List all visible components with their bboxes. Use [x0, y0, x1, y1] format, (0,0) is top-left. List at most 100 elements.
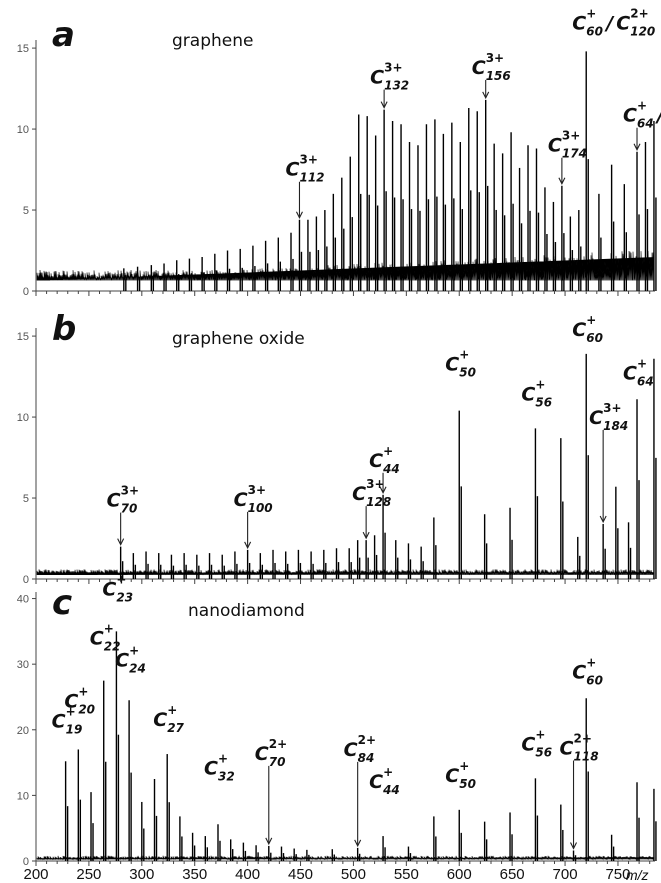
- ion-label: C 20 +: [64, 684, 95, 716]
- sample-name-nanodiamond: nanodiamond: [188, 601, 305, 621]
- ion-size: 120: [630, 24, 655, 38]
- ion-size: 84: [358, 751, 375, 765]
- ion-charge: +: [586, 655, 596, 669]
- ion-symbol: C: [344, 739, 358, 761]
- ion-symbol: C: [204, 757, 218, 779]
- ion-label: C 132 3+: [370, 61, 409, 109]
- ion-charge: 2+: [574, 732, 592, 746]
- y-tick-label: 15: [17, 43, 29, 55]
- ion-symbol: C: [572, 319, 586, 341]
- ion-label: C 112 3+: [285, 153, 325, 219]
- ion-symbol: C: [255, 743, 269, 765]
- ion-label: C 84 2+: [344, 733, 376, 848]
- baseline-noise: [36, 569, 655, 576]
- ion-charge: 3+: [603, 401, 621, 415]
- y-tick-label: 40: [17, 594, 29, 606]
- ion-symbol: C: [548, 135, 562, 157]
- ion-label: C 60 +: [572, 313, 603, 345]
- x-tick-label: 500: [341, 866, 366, 883]
- ion-charge: +: [218, 751, 228, 765]
- ion-symbol: C: [521, 733, 535, 755]
- ion-symbol: C: [560, 738, 574, 760]
- ion-charge: 2+: [630, 6, 648, 20]
- y-tick-label: 15: [17, 331, 29, 343]
- ion-charge: +: [637, 99, 647, 113]
- x-tick-label: 300: [129, 866, 154, 883]
- ion-label: C 56 +: [521, 377, 552, 409]
- ion-size: 27: [167, 721, 184, 735]
- arrow-head: [379, 486, 387, 495]
- ion-symbol: C: [572, 12, 586, 34]
- ion-charge: +: [586, 313, 596, 327]
- ion-symbol: C: [64, 690, 78, 712]
- ion-symbol: C: [352, 483, 366, 505]
- ion-size: 24: [129, 661, 146, 675]
- panel-letter-b: b: [52, 309, 76, 349]
- sample-name-graphene: graphene: [172, 31, 253, 51]
- y-tick-label: 0: [23, 856, 29, 868]
- ion-size: 70: [121, 502, 138, 516]
- ion-separator: /: [604, 12, 615, 34]
- panel-letter-c: c: [52, 583, 72, 623]
- ion-symbol: C: [115, 649, 129, 671]
- panel-letter-a: a: [52, 15, 75, 55]
- arrow-head: [244, 541, 252, 550]
- arrow-head: [599, 515, 607, 524]
- ion-charge: +: [383, 444, 393, 458]
- ion-label: C 22 +: [90, 622, 121, 654]
- ion-size: 60: [586, 673, 603, 687]
- ion-label: C 24 +: [115, 643, 146, 675]
- ion-label: C 44 +: [369, 444, 400, 495]
- y-tick-label: 10: [17, 790, 29, 802]
- ion-size: 19: [66, 722, 83, 736]
- y-tick-label: 10: [17, 124, 29, 136]
- ion-symbol: C: [107, 490, 121, 512]
- ion-size: 118: [574, 750, 599, 764]
- arrow-head: [362, 531, 370, 540]
- ion-label: C 70 3+: [107, 484, 139, 546]
- y-tick-label: 5: [23, 493, 29, 505]
- ion-label: C 19 +: [52, 704, 83, 736]
- ion-label: C 23 +: [102, 572, 133, 604]
- ion-separator: /: [655, 105, 661, 127]
- arrow-head: [570, 842, 578, 850]
- ion-label: C 70 2+: [255, 737, 287, 846]
- ion-size: 184: [603, 419, 628, 433]
- ion-charge: 2+: [269, 737, 287, 751]
- ion-size: 56: [535, 745, 552, 759]
- ion-symbol: C: [369, 771, 383, 793]
- ion-charge: +: [167, 703, 177, 717]
- ion-charge: +: [586, 6, 596, 20]
- ion-charge: +: [78, 684, 88, 698]
- ion-size: 50: [459, 777, 476, 791]
- arrow-head: [380, 101, 388, 109]
- ion-size: 174: [562, 147, 587, 161]
- ion-label: C 56 +: [521, 727, 552, 759]
- ion-charge: +: [459, 759, 469, 773]
- ion-charge: +: [535, 727, 545, 741]
- x-tick-label: 550: [394, 866, 419, 883]
- ion-charge: +: [129, 643, 139, 657]
- ion-symbol: C: [616, 12, 630, 34]
- x-tick-label: 650: [500, 866, 525, 883]
- ion-charge: 3+: [486, 51, 504, 65]
- ion-size: 20: [78, 702, 95, 716]
- ion-size: 44: [382, 783, 400, 797]
- ion-symbol: C: [90, 628, 104, 650]
- ion-charge: 2+: [358, 733, 376, 747]
- y-tick-label: 0: [23, 286, 29, 298]
- ion-size: 56: [535, 395, 552, 409]
- ion-label: C 64 +: [623, 356, 654, 388]
- ion-size: 70: [269, 755, 286, 769]
- x-tick-label: 200: [23, 866, 48, 883]
- ion-symbol: C: [153, 709, 167, 731]
- ion-charge: 3+: [384, 61, 402, 75]
- ion-charge: +: [383, 765, 393, 779]
- x-tick-label: 350: [182, 866, 207, 883]
- x-tick-label: 600: [447, 866, 472, 883]
- ion-symbol: C: [623, 105, 637, 127]
